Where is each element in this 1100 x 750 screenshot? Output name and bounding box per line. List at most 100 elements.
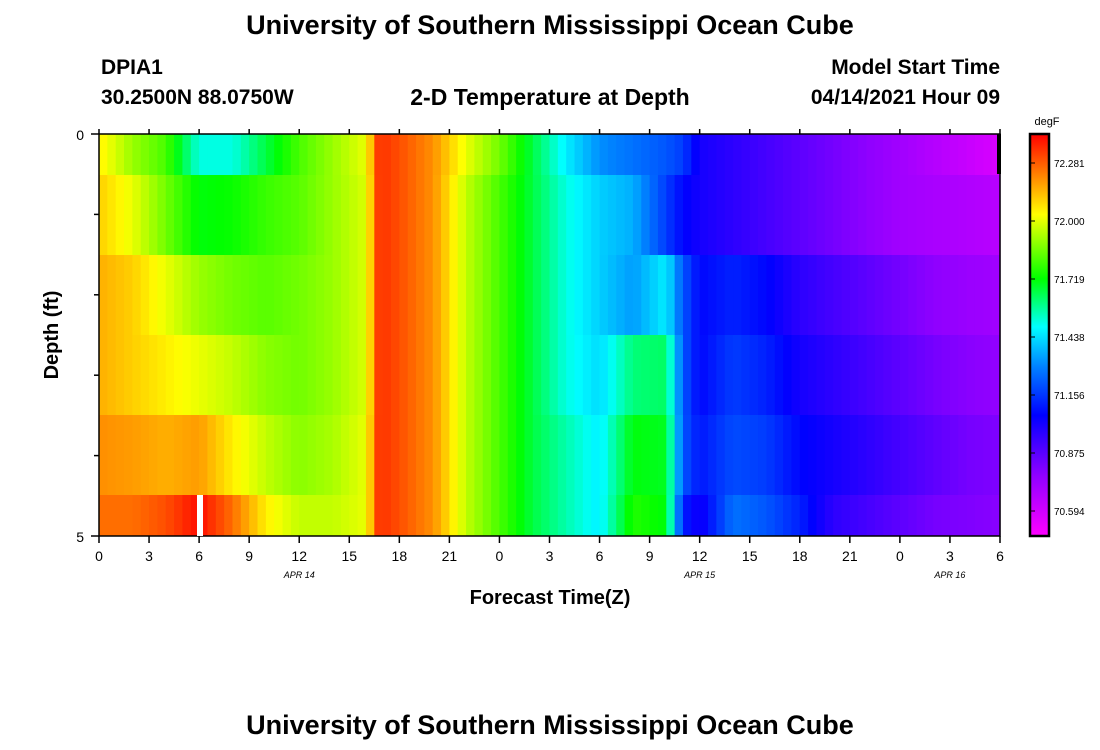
heatmap-cell <box>99 255 108 335</box>
heatmap-cell <box>115 134 125 175</box>
heatmap-cell <box>866 255 876 335</box>
heatmap-cell <box>257 415 267 495</box>
heatmap-cell <box>257 335 267 415</box>
heatmap-cell <box>365 175 375 255</box>
heatmap-cell <box>190 335 200 415</box>
heatmap-cell <box>474 335 484 415</box>
heatmap-cell <box>432 335 442 415</box>
heatmap-cell <box>983 335 993 415</box>
heatmap-cell <box>199 495 209 536</box>
heatmap-cell <box>541 134 551 175</box>
heatmap-cell <box>774 255 784 335</box>
heatmap-cell <box>224 415 234 495</box>
heatmap-cell <box>682 335 692 415</box>
heatmap-cell <box>182 134 192 175</box>
heatmap-cell <box>449 134 459 175</box>
heatmap-cell <box>699 495 709 536</box>
heatmap-cell <box>808 255 818 335</box>
heatmap-cell <box>933 255 943 335</box>
heatmap-cell <box>140 495 150 536</box>
heatmap-cell <box>741 175 751 255</box>
heatmap-cell <box>532 495 542 536</box>
heatmap-cell <box>215 255 225 335</box>
heatmap-cell <box>758 255 767 335</box>
heatmap-cell <box>174 175 184 255</box>
heatmap-cell <box>749 415 759 495</box>
heatmap-cell <box>466 335 476 415</box>
heatmap-cell <box>441 134 450 175</box>
heatmap-cell <box>833 415 843 495</box>
heatmap-cell <box>816 415 826 495</box>
heatmap-cell <box>774 415 784 495</box>
heatmap-cell <box>557 175 567 255</box>
heatmap-cell <box>315 255 325 335</box>
heatmap-cell <box>566 495 576 536</box>
heatmap-cell <box>808 335 818 415</box>
heatmap-cell <box>949 175 959 255</box>
heatmap-cell <box>566 415 576 495</box>
heatmap-cell <box>332 415 342 495</box>
heatmap-cell <box>399 175 409 255</box>
heatmap-cells <box>99 134 1001 536</box>
heatmap-cell <box>215 415 225 495</box>
heatmap-cell <box>824 134 834 175</box>
heatmap-cell <box>407 175 417 255</box>
heatmap-cell <box>165 175 175 255</box>
heatmap-cell <box>274 175 284 255</box>
heatmap-cell <box>774 335 784 415</box>
heatmap-cell <box>916 335 926 415</box>
heatmap-cell <box>741 134 751 175</box>
heatmap-cell <box>215 134 225 175</box>
heatmap-cell <box>182 335 192 415</box>
heatmap-cell <box>808 134 818 175</box>
heatmap-cell <box>974 335 984 415</box>
heatmap-cell <box>641 134 651 175</box>
heatmap-cell <box>99 335 108 415</box>
heatmap-cell <box>949 415 959 495</box>
heatmap-cell <box>966 175 976 255</box>
heatmap-cell <box>908 495 918 536</box>
heatmap-cell <box>299 255 309 335</box>
heatmap-cell <box>666 175 676 255</box>
heatmap-cell <box>691 335 701 415</box>
heatmap-cell <box>224 335 234 415</box>
heatmap-cell <box>924 335 934 415</box>
heatmap-cell <box>274 335 284 415</box>
heatmap-cell <box>424 175 434 255</box>
heatmap-cell <box>874 335 884 415</box>
heatmap-cell <box>382 134 392 175</box>
heatmap-cell <box>724 495 734 536</box>
heatmap-cell <box>165 255 175 335</box>
heatmap-cell <box>691 134 701 175</box>
heatmap-cell <box>449 415 459 495</box>
heatmap-cell <box>941 255 951 335</box>
heatmap-cell <box>207 175 217 255</box>
heatmap-cell <box>708 335 717 415</box>
x-tick-label: 18 <box>792 548 808 564</box>
heatmap-cell <box>766 134 776 175</box>
heatmap-cell <box>249 335 259 415</box>
heatmap-cell <box>691 415 701 495</box>
heatmap-cell <box>849 495 859 536</box>
heatmap-cell <box>174 335 184 415</box>
heatmap-cell <box>682 255 692 335</box>
heatmap-cell <box>240 495 250 536</box>
heatmap-cell <box>424 255 434 335</box>
colorbar-tick-label: 72.281 <box>1054 159 1085 170</box>
heatmap-cell <box>649 495 659 536</box>
heatmap-cell <box>749 495 759 536</box>
heatmap-cell <box>908 134 918 175</box>
heatmap-cell <box>899 134 909 175</box>
heatmap-cell <box>190 175 200 255</box>
station-id: DPIA1 <box>101 56 163 79</box>
heatmap-cell <box>674 415 684 495</box>
heatmap-cell <box>499 335 509 415</box>
heatmap-cell <box>616 255 626 335</box>
heatmap-cell <box>607 175 617 255</box>
heatmap-cell <box>215 495 225 536</box>
heatmap-cell <box>541 415 551 495</box>
heatmap-cell <box>416 415 425 495</box>
heatmap-cell <box>749 335 759 415</box>
heatmap-cell <box>307 175 317 255</box>
heatmap-cell <box>974 175 984 255</box>
